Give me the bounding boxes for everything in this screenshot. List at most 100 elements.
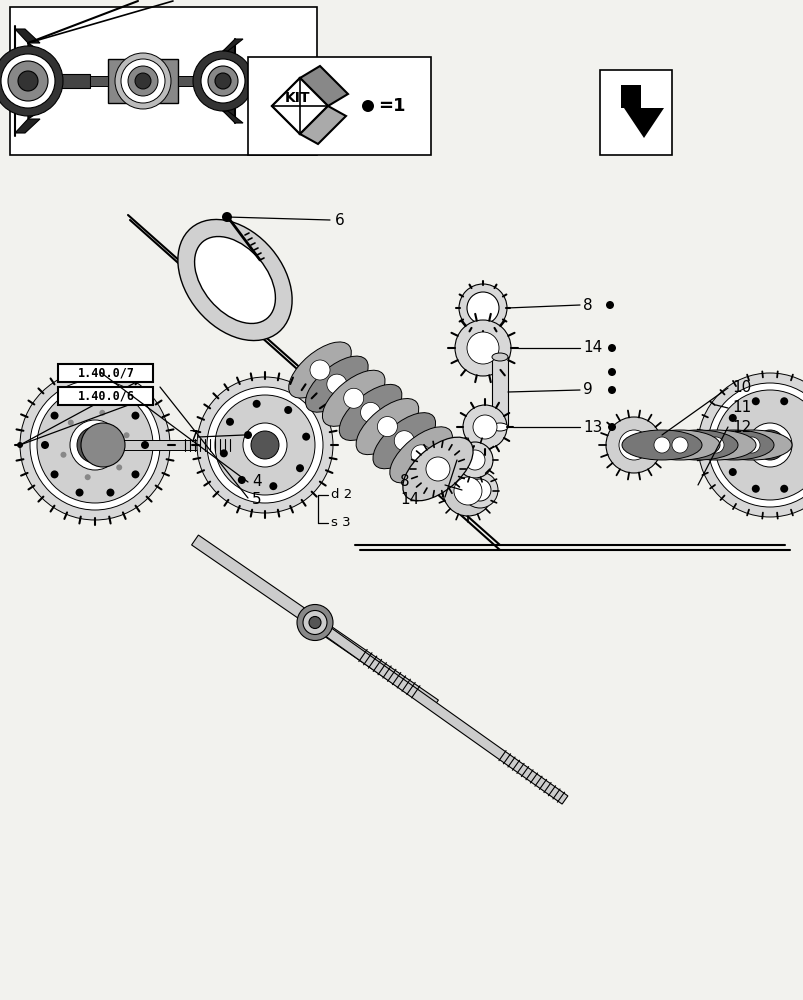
Circle shape xyxy=(327,374,346,394)
Polygon shape xyxy=(28,43,40,119)
Ellipse shape xyxy=(693,430,773,460)
Circle shape xyxy=(360,402,380,422)
Text: d 2: d 2 xyxy=(331,488,352,502)
Bar xyxy=(40,74,90,88)
Circle shape xyxy=(725,437,741,453)
Polygon shape xyxy=(15,119,40,133)
Circle shape xyxy=(467,292,499,324)
Text: 6: 6 xyxy=(335,213,344,228)
Circle shape xyxy=(0,46,63,116)
Circle shape xyxy=(124,432,129,438)
Polygon shape xyxy=(312,618,567,804)
Circle shape xyxy=(697,373,803,517)
Circle shape xyxy=(81,423,124,467)
Text: 7: 7 xyxy=(188,430,198,444)
Polygon shape xyxy=(300,106,345,144)
Ellipse shape xyxy=(356,399,418,455)
Circle shape xyxy=(106,393,114,401)
Circle shape xyxy=(361,100,373,112)
Text: 8: 8 xyxy=(582,298,592,312)
Text: 5: 5 xyxy=(251,492,261,508)
Circle shape xyxy=(141,441,149,449)
Ellipse shape xyxy=(177,219,291,341)
Circle shape xyxy=(251,431,279,459)
Circle shape xyxy=(283,406,291,414)
Circle shape xyxy=(653,437,669,453)
Text: 1.40.0/7: 1.40.0/7 xyxy=(77,366,134,379)
Circle shape xyxy=(51,412,59,420)
Text: 11: 11 xyxy=(731,400,750,416)
Circle shape xyxy=(393,431,414,451)
Ellipse shape xyxy=(194,237,275,323)
Circle shape xyxy=(671,437,687,453)
Polygon shape xyxy=(15,29,40,43)
Circle shape xyxy=(728,414,736,422)
Circle shape xyxy=(467,332,499,364)
Circle shape xyxy=(252,400,260,408)
Circle shape xyxy=(75,489,84,497)
Bar xyxy=(58,364,153,382)
Circle shape xyxy=(41,441,49,449)
Bar xyxy=(58,387,153,405)
Ellipse shape xyxy=(305,356,368,412)
Circle shape xyxy=(302,433,310,441)
Circle shape xyxy=(303,610,327,634)
Circle shape xyxy=(17,442,23,448)
Circle shape xyxy=(106,489,114,497)
Ellipse shape xyxy=(657,430,737,460)
Circle shape xyxy=(222,212,232,222)
Circle shape xyxy=(707,437,723,453)
Ellipse shape xyxy=(322,370,385,426)
Circle shape xyxy=(67,420,74,426)
Circle shape xyxy=(70,420,120,470)
Text: 14: 14 xyxy=(400,492,418,508)
Circle shape xyxy=(462,472,497,508)
Circle shape xyxy=(135,73,151,89)
Circle shape xyxy=(116,464,122,470)
Bar xyxy=(177,76,218,86)
Circle shape xyxy=(37,387,153,503)
Circle shape xyxy=(743,437,759,453)
Ellipse shape xyxy=(711,430,791,460)
Circle shape xyxy=(226,418,234,426)
Circle shape xyxy=(120,59,165,103)
Circle shape xyxy=(243,423,287,467)
Circle shape xyxy=(618,430,648,460)
Circle shape xyxy=(779,397,787,405)
Circle shape xyxy=(714,390,803,500)
Circle shape xyxy=(751,485,759,493)
Circle shape xyxy=(459,284,507,332)
Circle shape xyxy=(131,470,139,478)
Circle shape xyxy=(468,479,491,501)
Circle shape xyxy=(269,482,277,490)
Ellipse shape xyxy=(339,384,402,440)
Ellipse shape xyxy=(622,430,701,460)
Ellipse shape xyxy=(288,342,351,398)
Circle shape xyxy=(206,387,323,503)
Circle shape xyxy=(18,71,38,91)
Bar xyxy=(10,7,316,155)
Circle shape xyxy=(84,474,91,480)
Circle shape xyxy=(20,370,169,520)
Circle shape xyxy=(30,380,160,510)
Bar xyxy=(247,57,430,155)
Circle shape xyxy=(214,73,230,89)
Circle shape xyxy=(747,423,791,467)
Polygon shape xyxy=(108,59,177,103)
Circle shape xyxy=(308,616,320,628)
Circle shape xyxy=(456,442,492,478)
Circle shape xyxy=(201,59,245,103)
Circle shape xyxy=(208,66,238,96)
Polygon shape xyxy=(191,535,438,710)
Bar xyxy=(103,440,213,450)
Text: 13: 13 xyxy=(582,420,601,434)
Circle shape xyxy=(751,397,759,405)
Circle shape xyxy=(607,344,615,352)
Circle shape xyxy=(296,464,304,472)
Polygon shape xyxy=(271,78,328,134)
Ellipse shape xyxy=(373,413,435,469)
Text: 1.40.0/6: 1.40.0/6 xyxy=(77,389,134,402)
Circle shape xyxy=(607,386,615,394)
Text: KIT: KIT xyxy=(285,91,311,105)
Circle shape xyxy=(128,66,158,96)
